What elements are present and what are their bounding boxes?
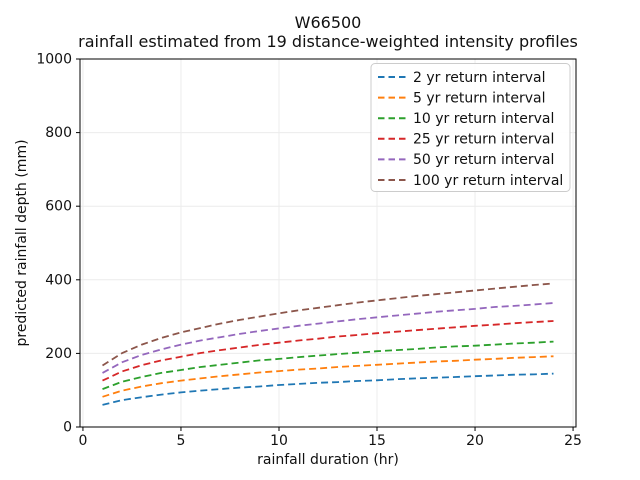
legend-label-50-yr-return-interval: 50 yr return interval (413, 152, 554, 168)
x-tick-label-5: 5 (177, 433, 186, 449)
legend-label-100-yr-return-interval: 100 yr return interval (413, 173, 563, 189)
curve-5-yr-return-interval (102, 355, 554, 398)
y-tick-label-800: 800 (45, 125, 72, 141)
y-tick-label-1000: 1000 (36, 52, 72, 68)
legend-label-5-yr-return-interval: 5 yr return interval (413, 90, 545, 106)
y-tick-label-600: 600 (45, 199, 72, 215)
chart-title: W66500 (294, 13, 362, 32)
curve-25-yr-return-interval (102, 320, 554, 382)
x-tick-label-25: 25 (564, 433, 582, 449)
legend-label-10-yr-return-interval: 10 yr return interval (413, 111, 554, 127)
x-axis-label: rainfall duration (hr) (257, 452, 399, 468)
legend-label-2-yr-return-interval: 2 yr return interval (413, 70, 545, 86)
y-tick-label-0: 0 (63, 420, 72, 436)
chart-subtitle: rainfall estimated from 19 distance-weig… (78, 32, 578, 51)
x-tick-label-20: 20 (466, 433, 484, 449)
curve-100-yr-return-interval (102, 282, 554, 367)
x-tick-label-0: 0 (78, 433, 87, 449)
x-tick-label-10: 10 (270, 433, 288, 449)
y-tick-label-200: 200 (45, 346, 72, 362)
legend-box (370, 63, 571, 192)
legend-label-25-yr-return-interval: 25 yr return interval (413, 132, 554, 148)
curve-50-yr-return-interval (102, 302, 554, 374)
curve-2-yr-return-interval (102, 372, 554, 406)
x-tick-label-15: 15 (368, 433, 386, 449)
y-tick-label-400: 400 (45, 272, 72, 288)
curve-10-yr-return-interval (102, 340, 554, 390)
plot-border (79, 58, 577, 428)
